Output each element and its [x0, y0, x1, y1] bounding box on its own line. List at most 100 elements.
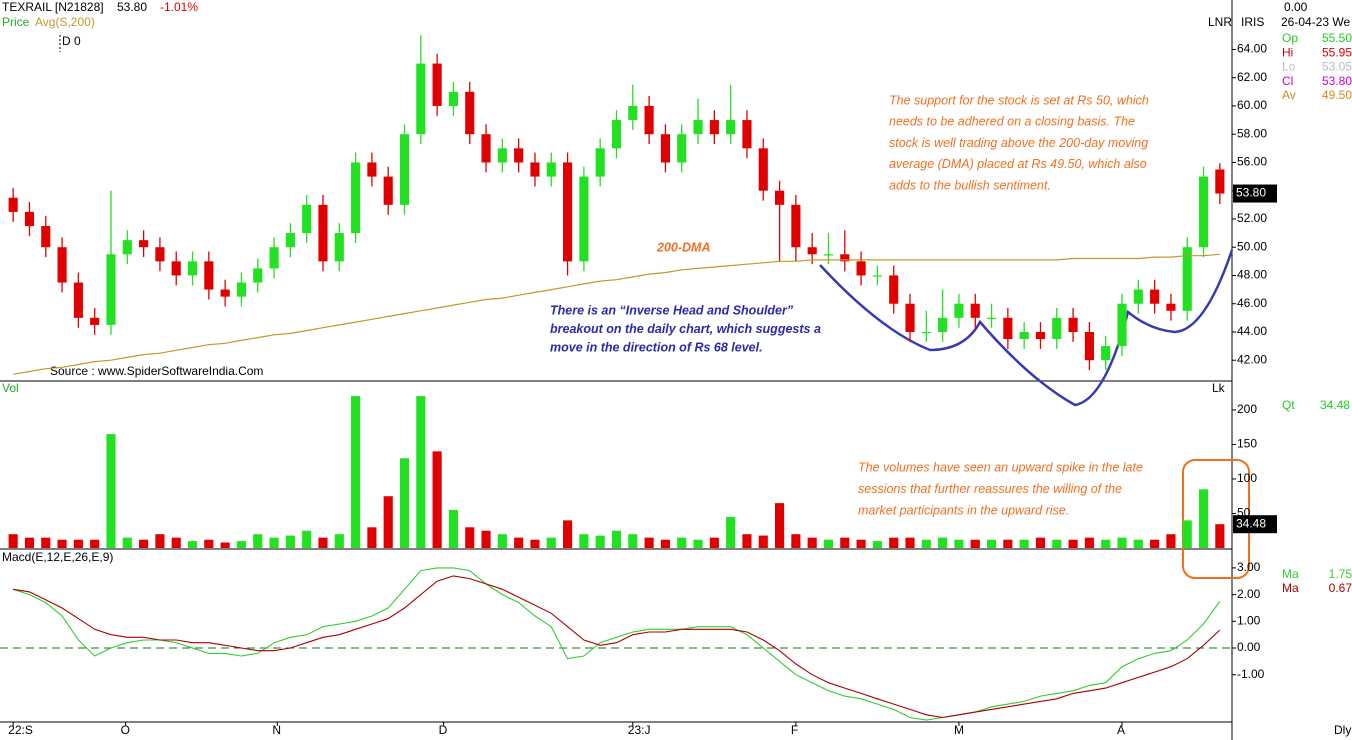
volume-bar — [1117, 537, 1127, 548]
candle-body — [693, 120, 703, 135]
volume-bar — [122, 537, 132, 548]
info-label: Lo — [1282, 60, 1296, 74]
volume-bar — [791, 534, 801, 548]
candle-body — [1052, 317, 1062, 340]
candle-body — [986, 317, 997, 320]
candle-body — [41, 226, 51, 248]
volume-bar — [1133, 539, 1143, 548]
macd-line — [13, 575, 1221, 719]
volume-bar — [514, 537, 524, 548]
header-change: -1.01% — [160, 0, 198, 14]
annotation: There is an “Inverse Head and Shoulder” — [550, 303, 794, 317]
candle-body — [367, 162, 377, 177]
volume-bar — [1035, 537, 1046, 548]
volume-bar — [432, 451, 442, 548]
candle-body — [628, 105, 638, 121]
volume-bar — [448, 510, 458, 548]
volume-bar — [171, 537, 181, 548]
volume-bar — [57, 539, 67, 548]
info-tag: IRIS — [1241, 15, 1264, 29]
info-value: 53.05 — [1322, 60, 1352, 74]
candle-body — [1035, 331, 1046, 340]
candle-body — [106, 254, 116, 325]
volume-bar — [1182, 520, 1192, 548]
d-label: D 0 — [62, 34, 81, 48]
volume-bar — [236, 541, 247, 548]
candle-body — [302, 204, 312, 234]
candle-body — [1084, 331, 1094, 361]
volume-bar — [840, 537, 850, 548]
candle-body — [563, 162, 573, 262]
candle-body — [416, 63, 426, 135]
annotation: move in the direction of Rs 68 level. — [550, 340, 763, 354]
x-tick-label: A — [1117, 723, 1125, 737]
volume-bar — [1052, 539, 1062, 548]
annotation: sessions that further reassures the will… — [858, 482, 1122, 496]
volume-bar — [416, 396, 426, 548]
candle-body — [709, 120, 719, 135]
candle-body — [905, 303, 915, 332]
y-tick-label: 48.00 — [1237, 268, 1267, 282]
candle-body — [791, 204, 801, 248]
info-label: Av — [1282, 88, 1296, 102]
price-label: Price — [2, 15, 30, 29]
candle-body — [171, 261, 181, 276]
candle-body — [1150, 289, 1160, 304]
volume-bar — [807, 537, 817, 548]
annotation: average (DMA) placed at Rs 49.50, which … — [889, 157, 1147, 171]
candle-body — [334, 233, 344, 262]
volume-bar — [1101, 539, 1111, 548]
legend-value: 1.75 — [1329, 567, 1352, 581]
annotation: breakout on the daily chart, which sugge… — [550, 322, 821, 336]
candle-body — [236, 282, 247, 297]
candle-body — [465, 91, 475, 135]
candle-body — [204, 261, 214, 290]
candle-body — [677, 134, 687, 163]
candle-body — [448, 91, 458, 106]
volume-bar — [856, 539, 866, 548]
dly-label: Dly — [1334, 723, 1351, 737]
volume-bar — [970, 539, 980, 548]
y-tick-label: 56.00 — [1237, 155, 1267, 169]
avg-label: Avg(S,200) — [35, 15, 95, 29]
qt-label: Qt — [1282, 398, 1295, 412]
candle-body — [1101, 346, 1111, 361]
info-value: 55.95 — [1322, 45, 1352, 59]
volume-bar — [938, 537, 948, 548]
volume-bar — [399, 458, 410, 548]
volume-bar — [823, 539, 834, 548]
info-label: Op — [1282, 31, 1298, 45]
info-value: 55.50 — [1322, 31, 1352, 45]
volume-bar — [921, 539, 931, 548]
y-tick-label: 52.00 — [1237, 211, 1267, 225]
info-date: 26-04-23 We — [1281, 15, 1350, 29]
volume-tag — [1233, 515, 1277, 534]
volume-bar — [1003, 539, 1013, 548]
candle-body — [1166, 303, 1176, 311]
candle-body — [139, 240, 149, 248]
candle-body — [1117, 303, 1127, 347]
candle-body — [1019, 331, 1029, 340]
x-tick-label: M — [954, 723, 964, 737]
volume-bar — [889, 537, 899, 548]
legend-name: Ma — [1282, 581, 1299, 595]
y-tick-label: 100 — [1237, 471, 1257, 485]
info-label: Hi — [1282, 45, 1293, 59]
annotation: market participants in the upward rise. — [858, 503, 1069, 517]
source: Source : www.SpiderSoftwareIndia.Com — [50, 364, 263, 378]
price-tag-label: 53.80 — [1236, 186, 1266, 200]
volume-bar — [204, 539, 214, 548]
volume-bar — [530, 539, 540, 548]
volume-bar — [954, 539, 964, 548]
volume-bar — [742, 534, 752, 548]
candle-body — [269, 247, 279, 269]
volume-bar — [465, 527, 475, 548]
info-label: Cl — [1282, 74, 1293, 88]
volume-bar — [1198, 489, 1209, 548]
candle-body — [1198, 176, 1209, 248]
candle-body — [497, 148, 507, 163]
volume-bar — [1084, 537, 1094, 548]
info-top: 0.00 — [1284, 0, 1308, 14]
y-tick-label: 3.00 — [1237, 560, 1261, 574]
x-tick-label: D — [439, 723, 448, 737]
